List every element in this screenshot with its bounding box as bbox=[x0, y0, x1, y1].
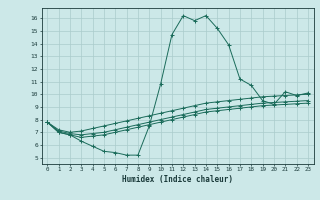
X-axis label: Humidex (Indice chaleur): Humidex (Indice chaleur) bbox=[122, 175, 233, 184]
